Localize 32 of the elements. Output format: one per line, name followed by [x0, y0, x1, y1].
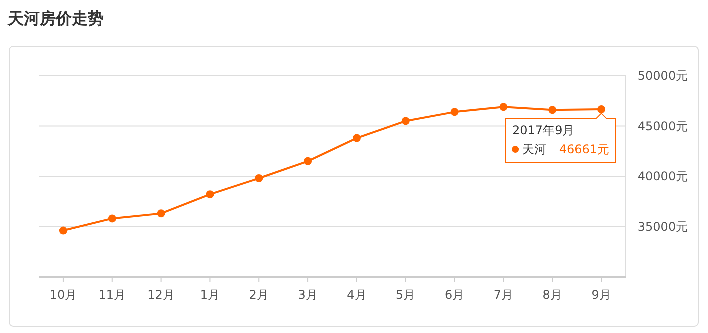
point [59, 226, 68, 235]
y-tick-label: 45000元 [638, 119, 688, 134]
x-tick-label: 4月 [347, 288, 367, 302]
x-tick-label: 10月 [50, 288, 78, 302]
x-tick-label: 12月 [148, 288, 175, 302]
x-tick-label: 3月 [298, 288, 318, 302]
point [255, 174, 264, 183]
point [304, 157, 312, 166]
x-tick-label: 7月 [494, 288, 514, 302]
chart-title: 天河房价走势 [7, 9, 104, 28]
y-tick-label: 35000元 [638, 220, 688, 234]
x-tick-label: 8月 [542, 288, 562, 302]
point [548, 106, 557, 114]
x-tick-label: 1月 [200, 288, 220, 302]
annotation: 2017年9月 [512, 124, 575, 138]
point [206, 190, 214, 199]
x-tick-label: 6月 [444, 288, 465, 302]
data-label: 46661元 [559, 142, 610, 157]
legend-label: 天河 [522, 142, 547, 157]
point [450, 108, 459, 116]
x-tick-label: 9月 [592, 288, 612, 302]
point [500, 103, 508, 112]
point [352, 134, 361, 142]
y-tick-label: 40000元 [638, 170, 688, 184]
x-tick-label: 2月 [249, 288, 269, 302]
y-tick-label: 50000元 [638, 69, 688, 83]
point [598, 106, 606, 114]
point [157, 210, 166, 218]
x-tick-label: 11月 [98, 288, 126, 302]
point [108, 214, 116, 223]
x-tick-label: 5月 [396, 288, 416, 302]
point [402, 117, 410, 126]
